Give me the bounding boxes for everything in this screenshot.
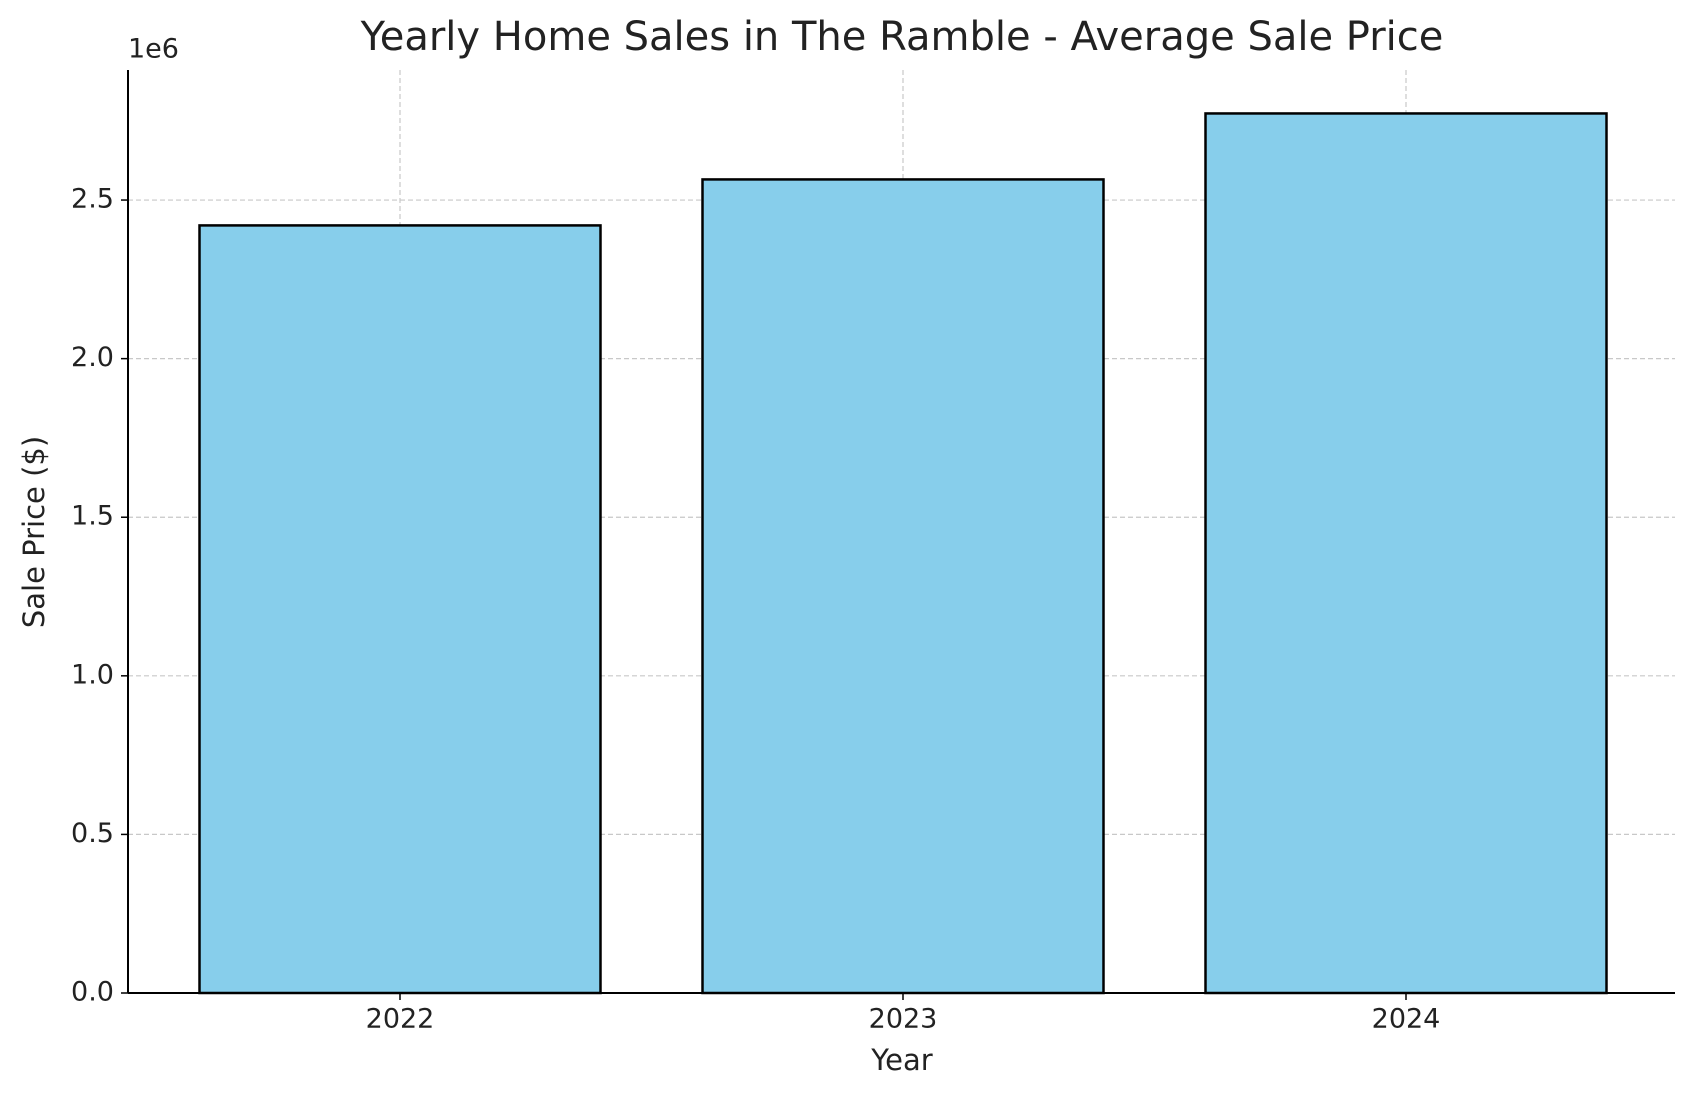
y-offset-label: 1e6 — [128, 34, 179, 65]
chart-title: Yearly Home Sales in The Ramble - Averag… — [360, 14, 1444, 60]
y-tick-label: 2.0 — [71, 342, 114, 373]
y-tick-label: 0.0 — [71, 977, 114, 1008]
y-axis-label: Sale Price ($) — [17, 436, 51, 628]
x-tick-label: 2024 — [1372, 1004, 1441, 1035]
y-tick-label: 0.5 — [71, 818, 114, 849]
y-tick-label: 2.5 — [71, 184, 114, 215]
x-axis-label: Year — [870, 1043, 932, 1077]
bar — [1204, 112, 1608, 995]
bar — [198, 224, 602, 995]
x-tick-label: 2023 — [869, 1004, 938, 1035]
bar — [701, 178, 1105, 995]
x-tick-label: 2022 — [366, 1004, 435, 1035]
y-tick-label: 1.0 — [71, 659, 114, 690]
y-tick-label: 1.5 — [71, 501, 114, 532]
